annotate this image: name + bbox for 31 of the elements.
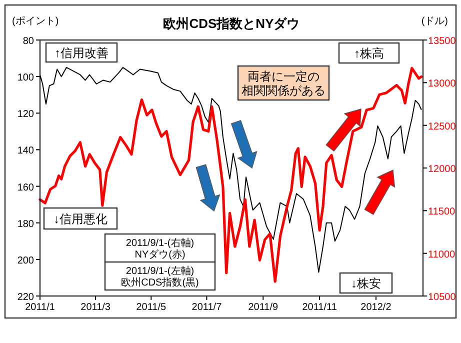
y-axis-title: (ポイント) [12, 16, 59, 27]
y2-tick-label: 13500 [428, 36, 456, 47]
annotation: 2011/9/1-(左軸) 欧州CDS指数(黒) [121, 265, 199, 289]
x-tick-label: 2011/5 [136, 302, 166, 313]
annotation: ↓信用悪化 [54, 212, 108, 226]
y2-tick-label: 10500 [428, 292, 456, 303]
x-tick-label: 2011/9 [248, 302, 278, 313]
y2-tick-label: 13000 [428, 78, 456, 90]
y2-tick-label: 12000 [428, 164, 456, 175]
x-tick-label: 2011/1 [25, 302, 56, 313]
y2-tick-label: 12500 [428, 121, 456, 132]
y-tick-label: 200 [17, 255, 34, 266]
y-tick-label: 80 [22, 36, 34, 47]
y2-axis-title: (ドル) [421, 16, 448, 27]
x-tick-label: 2011/3 [80, 302, 111, 313]
y-tick-label: 220 [17, 292, 34, 303]
x-tick-label: 2012/2 [360, 302, 392, 313]
x-tick-label: 2011/7 [192, 302, 222, 313]
annotation: 2011/9/1-(右軸) NYダウ(赤) [126, 237, 194, 261]
y-tick-label: 140 [17, 146, 34, 157]
chart-title: 欧州CDS指数とNYダウ [163, 16, 300, 31]
y-tick-label: 120 [17, 109, 34, 120]
annotation: ↓株安 [351, 276, 381, 291]
x-tick-label: 2011/11 [302, 302, 338, 313]
annotation: ↑信用改善 [54, 46, 108, 60]
y2-tick-label: 11000 [428, 249, 456, 260]
y-tick-label: 160 [17, 182, 34, 194]
y2-tick-label: 11500 [428, 206, 456, 218]
annotation: ↑株高 [354, 46, 384, 61]
y-tick-label: 180 [17, 218, 34, 230]
y-tick-label: 100 [17, 72, 34, 84]
